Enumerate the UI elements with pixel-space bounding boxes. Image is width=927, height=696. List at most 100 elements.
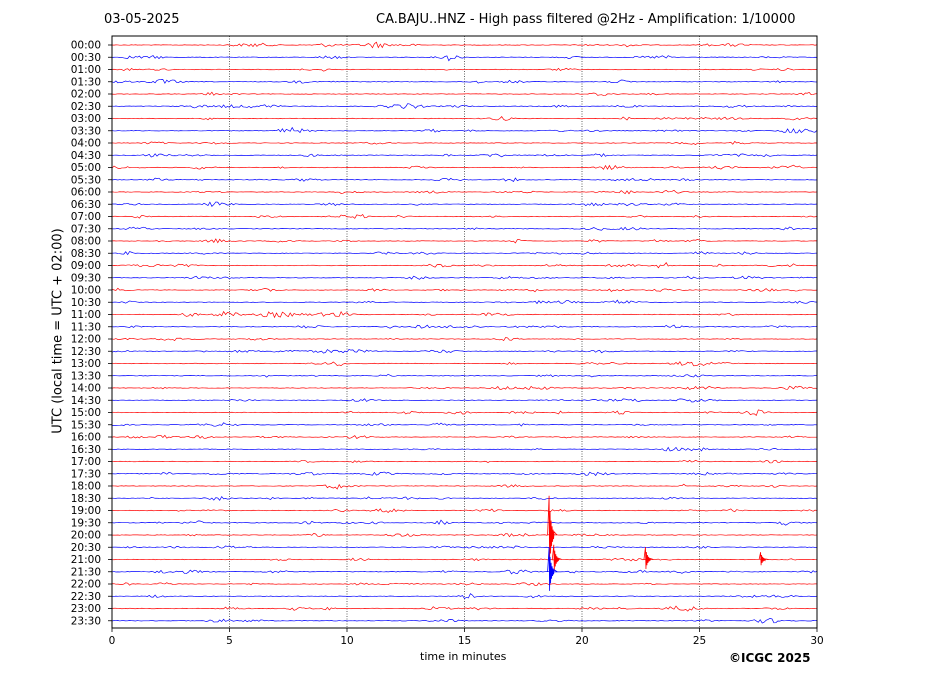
event-spike-1 bbox=[551, 544, 562, 571]
ytick-label-1030: 10:30 bbox=[71, 297, 101, 309]
trace-row-2200 bbox=[111, 582, 818, 586]
ytick-label-0500: 05:00 bbox=[71, 162, 101, 174]
ytick-label-0230: 02:30 bbox=[71, 101, 101, 113]
ytick-label-1830: 18:30 bbox=[71, 493, 101, 505]
ytick-label-0730: 07:30 bbox=[71, 223, 101, 235]
copyright-label: ©ICGC 2025 bbox=[729, 651, 811, 665]
ytick-label-1500: 15:00 bbox=[71, 407, 101, 419]
ytick-label-2030: 20:30 bbox=[71, 542, 101, 554]
trace-row-0130 bbox=[111, 79, 818, 84]
trace-row-2130 bbox=[111, 569, 818, 575]
ytick-label-0000: 00:00 bbox=[71, 40, 101, 52]
event-spike-4 bbox=[547, 547, 558, 591]
ytick-label-1100: 11:00 bbox=[71, 309, 101, 321]
chart-title: CA.BAJU..HNZ - High pass filtered @2Hz -… bbox=[376, 12, 796, 27]
trace-row-0300 bbox=[111, 115, 818, 121]
trace-row-0600 bbox=[111, 189, 818, 195]
trace-row-1430 bbox=[111, 398, 818, 403]
trace-row-0700 bbox=[111, 214, 818, 219]
trace-row-0030 bbox=[111, 55, 818, 62]
ytick-label-1530: 15:30 bbox=[71, 419, 101, 431]
ytick-label-2000: 20:00 bbox=[71, 530, 101, 542]
trace-row-1900 bbox=[111, 508, 818, 513]
ytick-label-1600: 16:00 bbox=[71, 432, 101, 444]
ytick-label-1200: 12:00 bbox=[71, 334, 101, 346]
ytick-label-1930: 19:30 bbox=[71, 517, 101, 529]
ytick-label-1400: 14:00 bbox=[71, 383, 101, 395]
ytick-label-1730: 17:30 bbox=[71, 468, 101, 480]
event-spike-3 bbox=[758, 552, 769, 566]
trace-row-2100 bbox=[111, 557, 818, 562]
trace-row-0500 bbox=[111, 164, 818, 170]
trace-row-0830 bbox=[111, 251, 818, 256]
ytick-label-2130: 21:30 bbox=[71, 566, 101, 578]
ytick-label-2100: 21:00 bbox=[71, 554, 101, 566]
trace-row-1730 bbox=[111, 471, 818, 477]
trace-row-0730 bbox=[111, 226, 818, 231]
ytick-label-0030: 00:30 bbox=[71, 52, 101, 64]
ytick-label-1330: 13:30 bbox=[71, 370, 101, 382]
trace-row-2230 bbox=[111, 593, 818, 599]
x-axis-label: time in minutes bbox=[420, 650, 507, 663]
xtick-label-3: 15 bbox=[458, 635, 471, 647]
ytick-label-0400: 04:00 bbox=[71, 138, 101, 150]
trace-row-1000 bbox=[111, 287, 818, 293]
row-time-labels: 00:0000:3001:0001:3002:0002:3003:0003:30… bbox=[71, 40, 112, 627]
trace-row-0200 bbox=[111, 91, 818, 96]
ytick-label-1000: 10:00 bbox=[71, 285, 101, 297]
trace-row-1400 bbox=[111, 385, 818, 391]
trace-row-0100 bbox=[111, 67, 818, 72]
trace-row-1600 bbox=[111, 434, 818, 439]
ytick-label-2200: 22:00 bbox=[71, 579, 101, 591]
ytick-label-0600: 06:00 bbox=[71, 187, 101, 199]
ytick-label-0130: 01:30 bbox=[71, 76, 101, 88]
ytick-label-1800: 18:00 bbox=[71, 481, 101, 493]
trace-row-2030 bbox=[111, 545, 818, 549]
date-label: 03-05-2025 bbox=[104, 12, 180, 27]
ytick-label-1230: 12:30 bbox=[71, 346, 101, 358]
ytick-label-0200: 02:00 bbox=[71, 89, 101, 101]
trace-row-1030 bbox=[111, 299, 818, 305]
ytick-label-0330: 03:30 bbox=[71, 125, 101, 137]
ytick-label-1700: 17:00 bbox=[71, 456, 101, 468]
trace-row-0330 bbox=[111, 126, 818, 134]
ytick-label-0830: 08:30 bbox=[71, 248, 101, 260]
ytick-label-0930: 09:30 bbox=[71, 272, 101, 284]
x-axis-ticks: 0 5 10 15 20 25 30 bbox=[109, 628, 824, 647]
trace-row-1630 bbox=[111, 446, 818, 452]
trace-row-0230 bbox=[111, 103, 818, 109]
trace-row-1500 bbox=[111, 409, 818, 417]
trace-row-1300 bbox=[111, 361, 818, 367]
trace-row-0900 bbox=[111, 262, 818, 269]
trace-row-0930 bbox=[111, 275, 818, 280]
trace-row-1930 bbox=[111, 519, 818, 526]
trace-row-1700 bbox=[111, 459, 818, 464]
trace-row-0430 bbox=[111, 153, 818, 158]
ytick-label-0100: 01:00 bbox=[71, 64, 101, 76]
xtick-label-0: 0 bbox=[109, 635, 116, 647]
trace-row-0000 bbox=[111, 41, 818, 49]
ytick-label-2300: 23:00 bbox=[71, 603, 101, 615]
ytick-label-0430: 04:30 bbox=[71, 150, 101, 162]
ytick-label-1900: 19:00 bbox=[71, 505, 101, 517]
trace-row-1830 bbox=[111, 495, 818, 501]
xtick-label-5: 25 bbox=[693, 635, 706, 647]
ytick-label-1300: 13:00 bbox=[71, 358, 101, 370]
event-spikes bbox=[547, 495, 769, 591]
trace-row-2000 bbox=[111, 532, 818, 538]
trace-row-2330 bbox=[111, 617, 818, 624]
trace-row-1200 bbox=[111, 337, 818, 342]
trace-row-1800 bbox=[111, 483, 818, 490]
trace-row-0630 bbox=[111, 201, 818, 207]
vertical-gridlines bbox=[229, 36, 700, 628]
ytick-label-2230: 22:30 bbox=[71, 591, 101, 603]
ytick-label-0300: 03:00 bbox=[71, 113, 101, 125]
trace-row-1230 bbox=[111, 348, 817, 354]
trace-rows bbox=[111, 41, 818, 624]
ytick-label-0900: 09:00 bbox=[71, 260, 101, 272]
trace-row-1330 bbox=[111, 373, 818, 378]
xtick-label-6: 30 bbox=[810, 635, 823, 647]
xtick-label-4: 20 bbox=[575, 635, 588, 647]
trace-row-1130 bbox=[111, 324, 818, 329]
